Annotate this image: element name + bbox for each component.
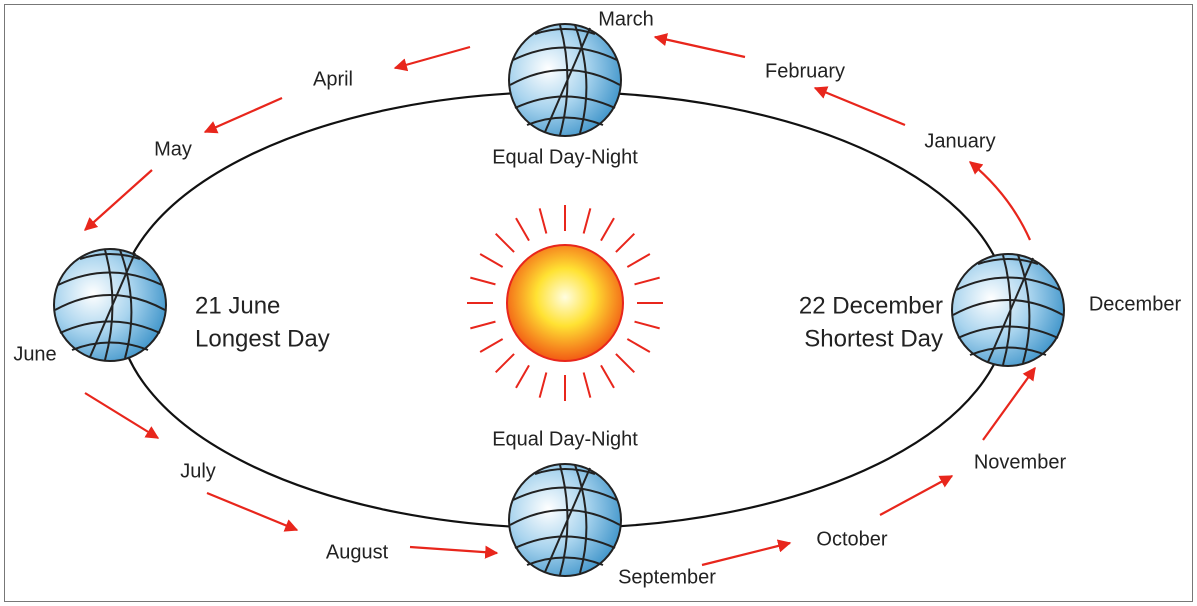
globe-label: Equal Day-Night [492, 146, 638, 168]
sun-ray [470, 278, 495, 285]
sun-ray [480, 254, 503, 267]
month-label: June [13, 343, 56, 365]
sun-ray [635, 322, 660, 329]
sun-ray [616, 234, 634, 252]
sun-ray [470, 322, 495, 329]
globe-label: Longest Day [195, 325, 330, 352]
sun-ray [584, 373, 591, 398]
sun-ray [584, 208, 591, 233]
month-label: September [618, 566, 716, 588]
sun-ray [496, 234, 514, 252]
sun-ray [516, 218, 529, 241]
globe-label: Equal Day-Night [492, 428, 638, 450]
sun [467, 205, 663, 401]
sun-ray [627, 339, 650, 352]
month-label: July [180, 460, 216, 482]
globe [952, 254, 1064, 366]
sun-ray [635, 278, 660, 285]
globe [54, 249, 166, 361]
diagram: January February March April May June July Augu… [0, 0, 1197, 606]
sun-ray [480, 339, 503, 352]
month-label: November [974, 451, 1067, 473]
month-label: March [598, 8, 654, 30]
sun-ray [601, 365, 614, 388]
globe [509, 24, 621, 136]
sun-ray [540, 208, 547, 233]
globe [509, 464, 621, 576]
month-label: April [313, 68, 353, 90]
month-label: May [154, 138, 192, 160]
sun-ray [516, 365, 529, 388]
sun-ray [496, 354, 514, 372]
month-label: August [326, 541, 389, 563]
sun-ray [601, 218, 614, 241]
globe-label: Shortest Day [804, 325, 943, 352]
globe-label: 22 December [799, 292, 943, 319]
month-label: October [816, 528, 887, 550]
sun-ray [616, 354, 634, 372]
sun-ray [540, 373, 547, 398]
sun-ray [627, 254, 650, 267]
globe-label: 21 June [195, 292, 280, 319]
month-label: January [924, 130, 995, 152]
month-label: December [1089, 293, 1182, 315]
month-label: February [765, 60, 845, 82]
